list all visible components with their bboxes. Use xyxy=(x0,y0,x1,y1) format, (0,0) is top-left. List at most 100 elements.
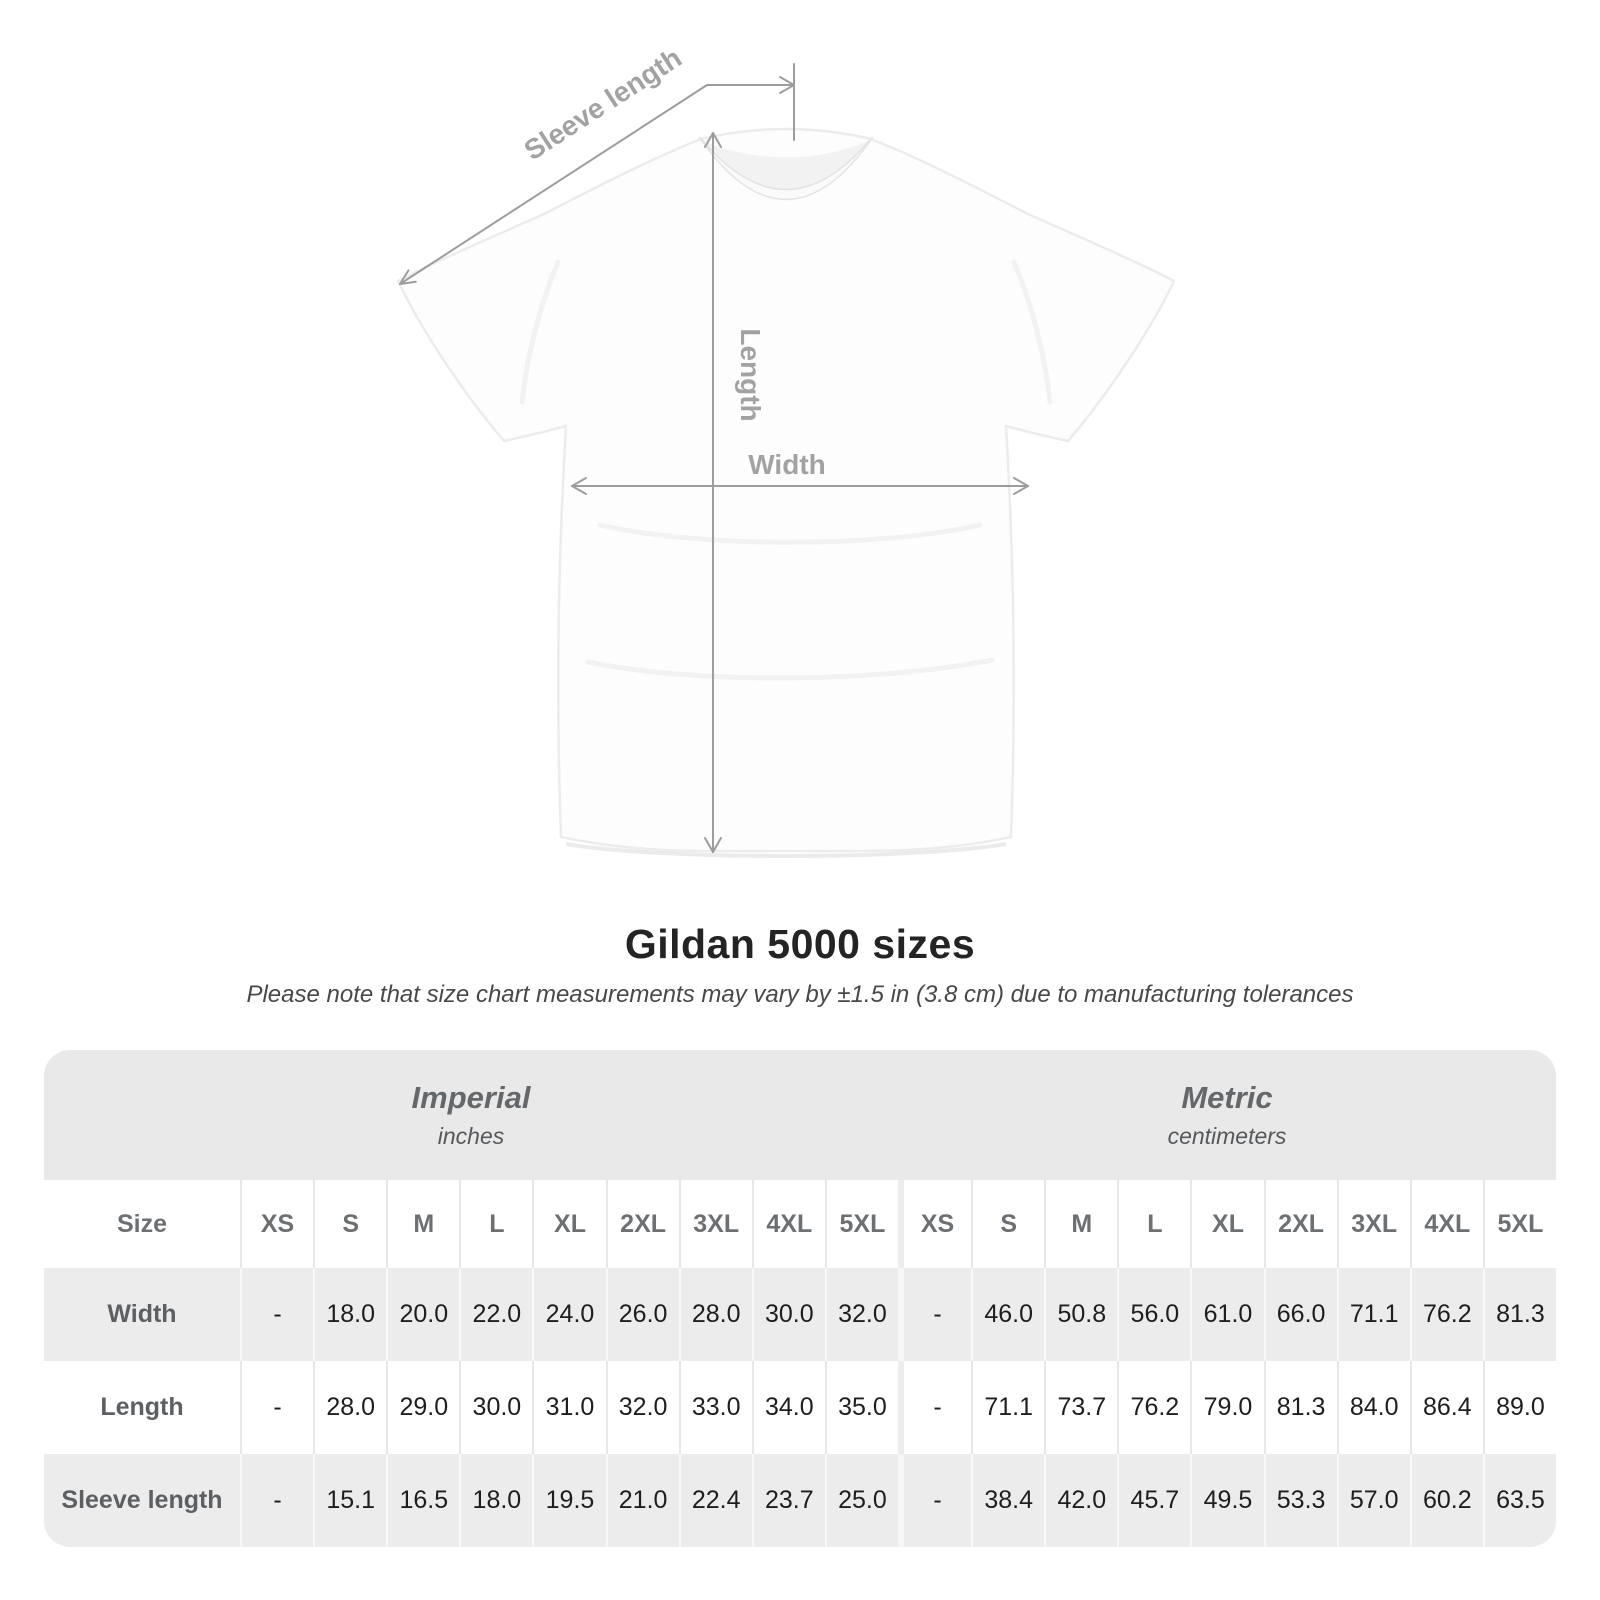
size-table: Imperial inches Metric centimeters Size … xyxy=(44,1050,1556,1547)
value-cell: 57.0 xyxy=(1336,1454,1410,1547)
row-label-cell: Length xyxy=(100,1393,184,1421)
value-cell: 19.5 xyxy=(532,1454,605,1547)
size-header-cell: M xyxy=(386,1180,459,1268)
value-cell: 21.0 xyxy=(605,1454,679,1547)
unit-group-metric: Metric centimeters xyxy=(898,1050,1556,1180)
value-cell: 31.0 xyxy=(532,1361,605,1454)
width-label: Width xyxy=(748,449,826,480)
value-cell: 71.1 xyxy=(1336,1268,1410,1361)
size-header-cell: 4XL xyxy=(1409,1180,1483,1268)
value-cell: - xyxy=(898,1454,971,1547)
value-cell: 32.0 xyxy=(605,1361,679,1454)
size-header-cell: XS xyxy=(898,1180,971,1268)
sleeve-length-arrow xyxy=(399,63,795,285)
value-cell: 34.0 xyxy=(751,1361,825,1454)
tolerance-note: Please note that size chart measurements… xyxy=(246,981,1354,1008)
length-label: Length xyxy=(735,328,766,421)
value-cell: 22.0 xyxy=(459,1268,532,1361)
page-title: Gildan 5000 sizes xyxy=(624,921,976,967)
value-cell: 79.0 xyxy=(1190,1361,1263,1454)
size-header-cell: S xyxy=(313,1180,386,1268)
value-cell: 23.7 xyxy=(751,1454,825,1547)
size-header-cell: XL xyxy=(532,1180,605,1268)
value-cell: 81.3 xyxy=(1263,1361,1337,1454)
value-cell: 28.0 xyxy=(678,1268,752,1361)
size-header-cell: 3XL xyxy=(1336,1180,1410,1268)
value-cell: - xyxy=(898,1268,971,1361)
value-cell: 22.4 xyxy=(678,1454,752,1547)
value-cell: 20.0 xyxy=(386,1268,459,1361)
unit-group-name: Imperial xyxy=(411,1080,531,1115)
size-header-cell: 3XL xyxy=(678,1180,752,1268)
tshirt-silhouette xyxy=(396,127,1176,858)
value-cell: 84.0 xyxy=(1336,1361,1410,1454)
size-header-cell: L xyxy=(459,1180,532,1268)
table-row-sleeve-length: Sleeve length - 15.1 16.5 18.0 19.5 21.0… xyxy=(44,1454,1556,1547)
width-arrow xyxy=(571,477,1029,495)
value-cell: 63.5 xyxy=(1482,1454,1556,1547)
size-header-cell: S xyxy=(971,1180,1044,1268)
value-cell: - xyxy=(240,1268,313,1361)
fabric-wrinkles xyxy=(519,259,1053,681)
unit-band: Imperial inches Metric centimeters xyxy=(44,1050,1556,1180)
size-header-cell: 2XL xyxy=(605,1180,679,1268)
size-header-cell: 4XL xyxy=(751,1180,825,1268)
size-header-cell: L xyxy=(1117,1180,1190,1268)
value-cell: 25.0 xyxy=(824,1454,898,1547)
table-row-length: Length - 28.0 29.0 30.0 31.0 32.0 33.0 3… xyxy=(44,1361,1556,1454)
row-label-cell: Width xyxy=(107,1300,177,1328)
value-cell: 35.0 xyxy=(824,1361,898,1454)
title-block: Gildan 5000 sizes Please note that size … xyxy=(0,921,1600,1009)
value-cell: 32.0 xyxy=(824,1268,898,1361)
value-cell: 28.0 xyxy=(313,1361,386,1454)
value-cell: - xyxy=(240,1361,313,1454)
row-label-cell: Sleeve length xyxy=(61,1486,223,1514)
value-cell: 76.2 xyxy=(1117,1361,1190,1454)
value-cell: 38.4 xyxy=(971,1454,1044,1547)
value-cell: 46.0 xyxy=(971,1268,1044,1361)
value-cell: 60.2 xyxy=(1409,1454,1483,1547)
value-cell: 42.0 xyxy=(1044,1454,1117,1547)
size-header-cell: XS xyxy=(240,1180,313,1268)
value-cell: 73.7 xyxy=(1044,1361,1117,1454)
size-header-row: Size XS S M L XL 2XL 3XL 4XL 5XL XS S M … xyxy=(44,1180,1556,1268)
value-cell: 30.0 xyxy=(751,1268,825,1361)
unit-group-unit: centimeters xyxy=(1167,1123,1287,1149)
table-row-width: Width - 18.0 20.0 22.0 24.0 26.0 28.0 30… xyxy=(44,1268,1556,1361)
value-cell: 81.3 xyxy=(1482,1268,1556,1361)
value-cell: 29.0 xyxy=(386,1361,459,1454)
value-cell: 49.5 xyxy=(1190,1454,1263,1547)
value-cell: 45.7 xyxy=(1117,1454,1190,1547)
value-cell: - xyxy=(240,1454,313,1547)
value-cell: 16.5 xyxy=(386,1454,459,1547)
size-header-cell: M xyxy=(1044,1180,1117,1268)
unit-group-imperial: Imperial inches xyxy=(44,1050,898,1180)
value-cell: - xyxy=(898,1361,971,1454)
value-cell: 86.4 xyxy=(1409,1361,1483,1454)
collar-band xyxy=(698,136,874,201)
value-cell: 26.0 xyxy=(605,1268,679,1361)
value-cell: 33.0 xyxy=(678,1361,752,1454)
value-cell: 71.1 xyxy=(971,1361,1044,1454)
unit-group-name: Metric xyxy=(1181,1080,1273,1115)
value-cell: 89.0 xyxy=(1482,1361,1556,1454)
hem-shadow xyxy=(565,842,1007,858)
unit-group-unit: inches xyxy=(437,1123,505,1149)
length-arrow xyxy=(704,132,722,853)
size-header-cell: 5XL xyxy=(824,1180,898,1268)
row-header-cell: Size xyxy=(116,1209,168,1238)
value-cell: 76.2 xyxy=(1409,1268,1483,1361)
value-cell: 30.0 xyxy=(459,1361,532,1454)
size-header-cell: 2XL xyxy=(1263,1180,1337,1268)
value-cell: 61.0 xyxy=(1190,1268,1263,1361)
size-header-cell: 5XL xyxy=(1482,1180,1556,1268)
value-cell: 15.1 xyxy=(313,1454,386,1547)
value-cell: 18.0 xyxy=(459,1454,532,1547)
size-header-cell: XL xyxy=(1190,1180,1263,1268)
value-cell: 56.0 xyxy=(1117,1268,1190,1361)
value-cell: 18.0 xyxy=(313,1268,386,1361)
value-cell: 50.8 xyxy=(1044,1268,1117,1361)
sleeve-length-label: Sleeve length xyxy=(519,42,687,166)
value-cell: 53.3 xyxy=(1263,1454,1337,1547)
